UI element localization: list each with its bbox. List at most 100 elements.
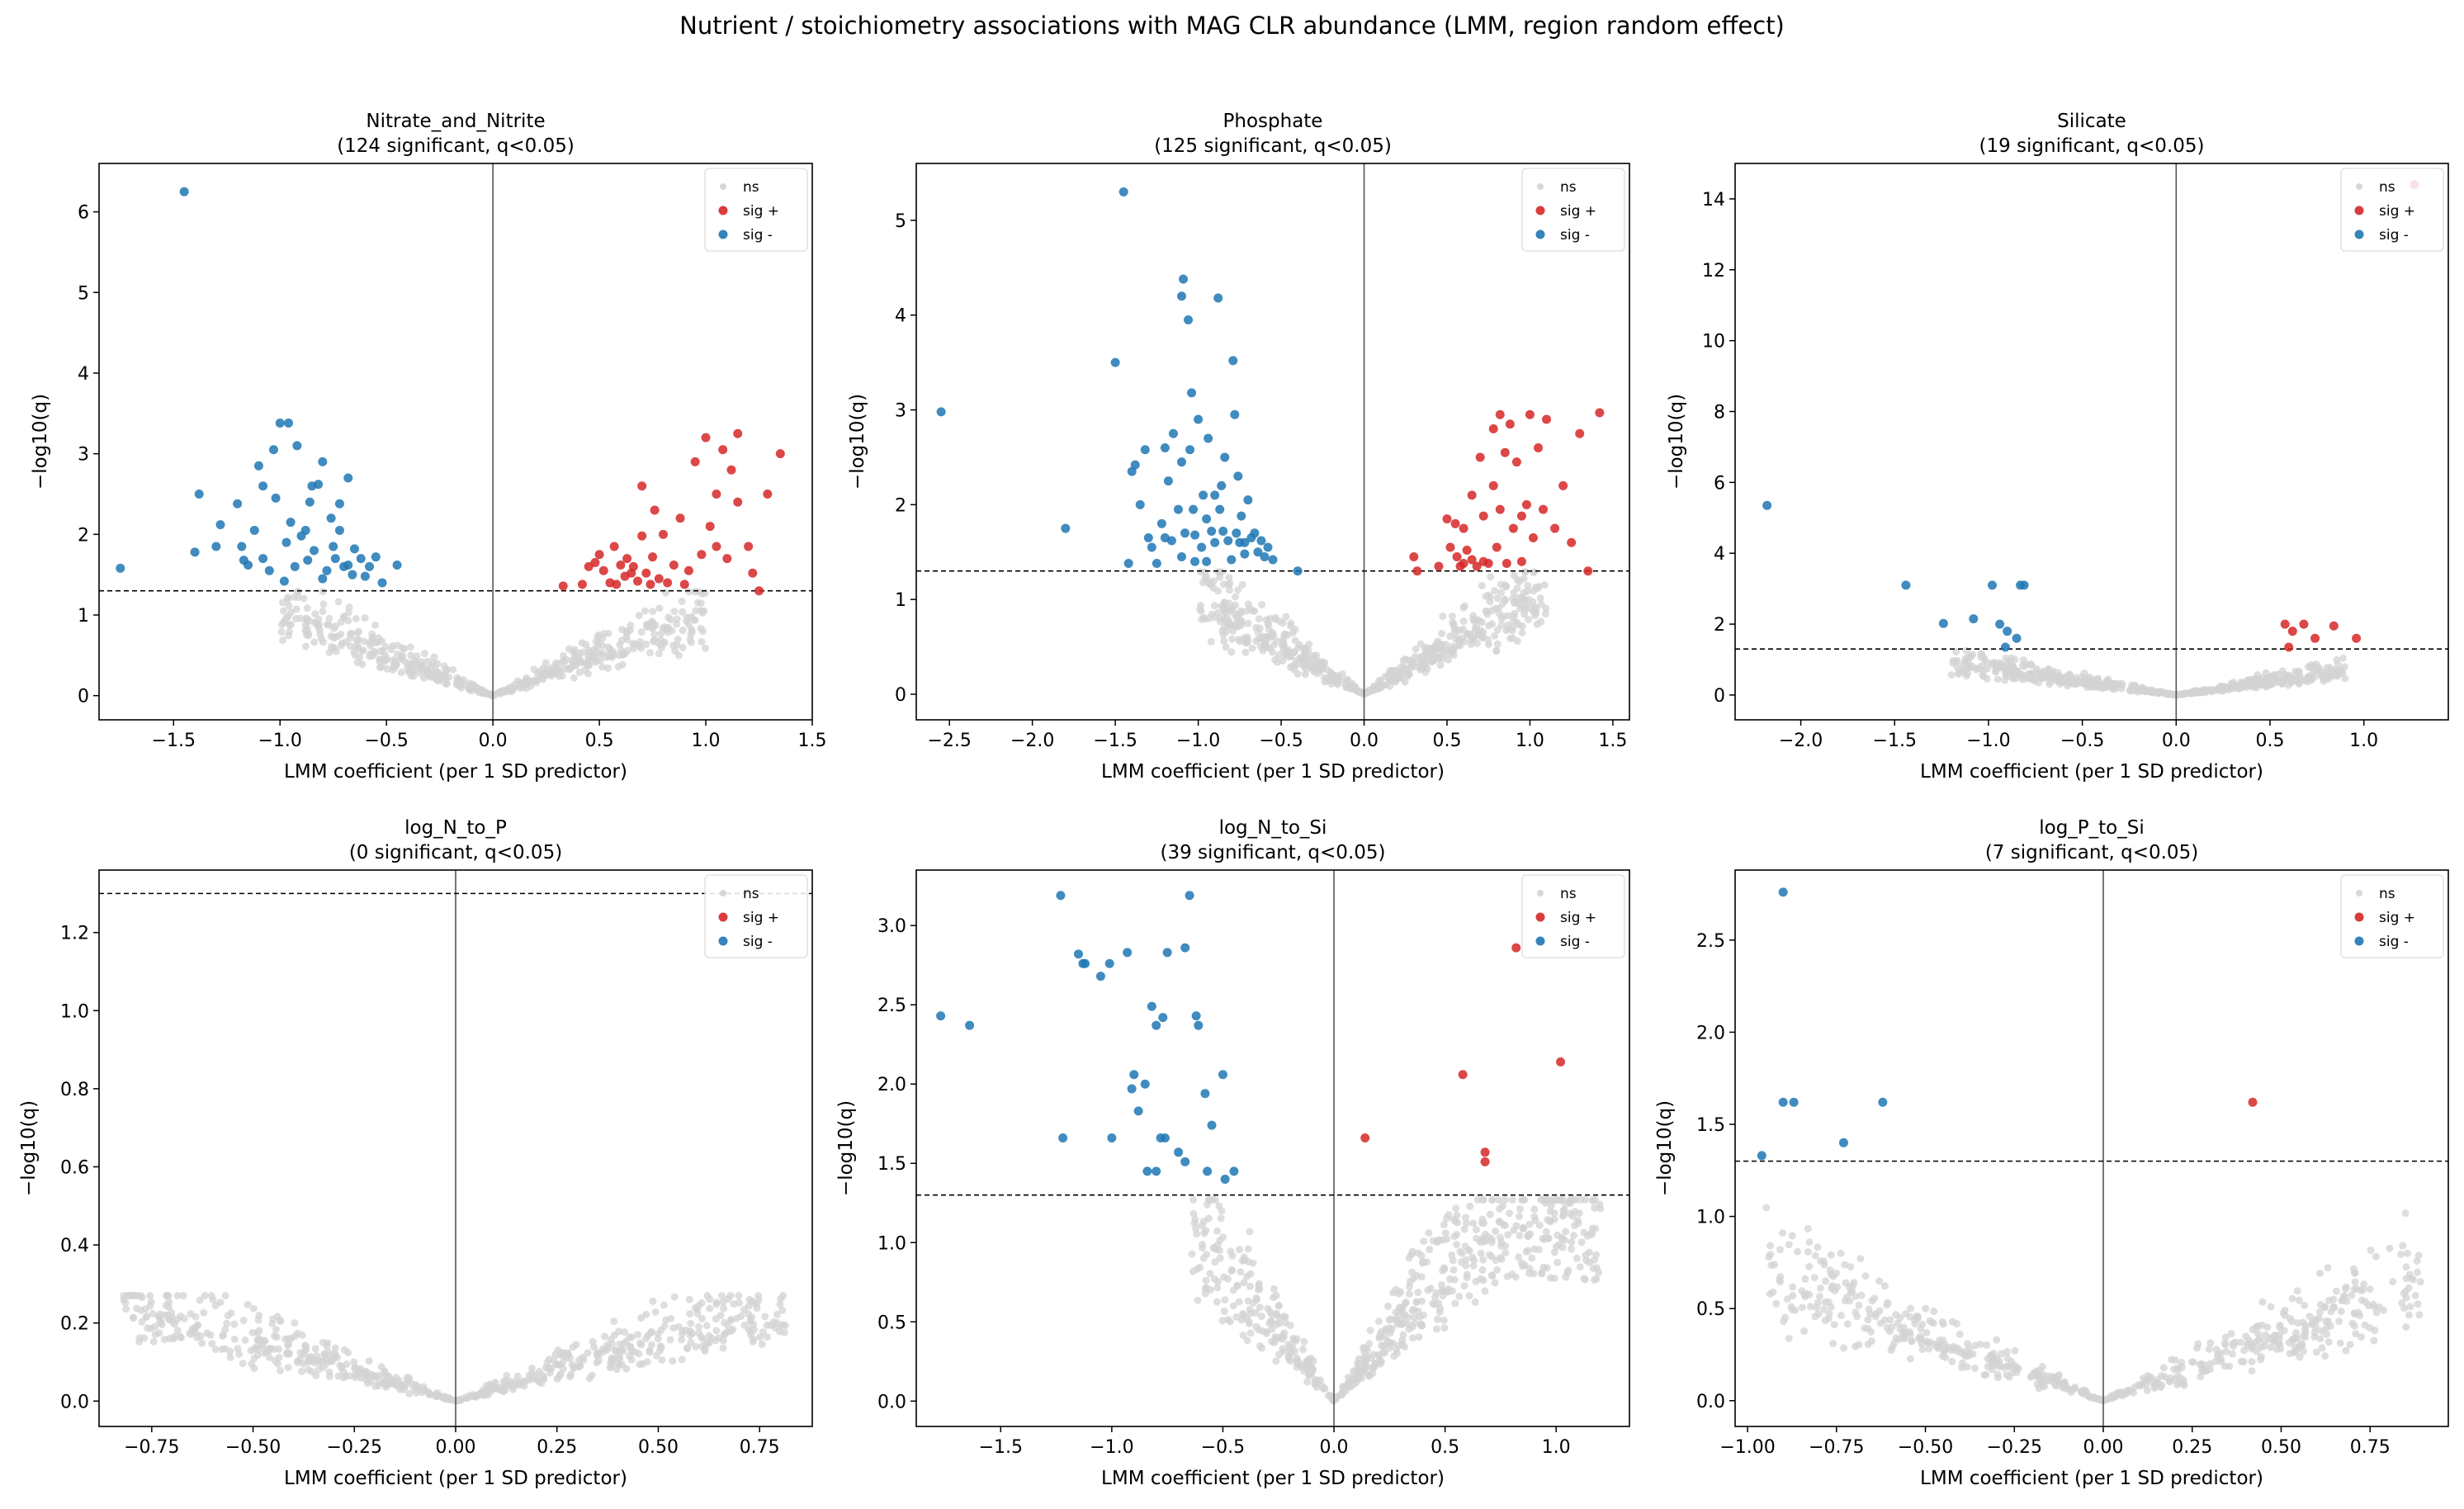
ns-point: [1453, 1241, 1461, 1249]
ns-point: [2353, 1284, 2361, 1293]
ns-point: [1220, 1273, 1228, 1281]
ns-point: [1199, 1254, 1208, 1262]
ns-point: [177, 1334, 185, 1342]
ns-point: [2003, 1348, 2011, 1356]
ns-point: [1424, 1286, 1432, 1294]
ns-point: [1406, 663, 1414, 671]
legend-marker: [2354, 229, 2364, 239]
ns-point: [1199, 1240, 1207, 1248]
ns-point: [712, 1315, 720, 1323]
sig-neg-point: [290, 561, 300, 571]
ns-point: [2129, 683, 2137, 691]
sig-neg-point: [1207, 1120, 1217, 1130]
ns-point: [614, 663, 622, 671]
ns-point: [2050, 1379, 2059, 1388]
sig-pos-point: [2352, 633, 2362, 643]
ns-point: [1938, 1352, 1946, 1360]
ns-point: [1252, 1294, 1260, 1303]
ns-point: [2244, 1340, 2252, 1348]
ns-point: [471, 683, 479, 691]
ns-point: [600, 1332, 608, 1341]
ns-point: [1821, 1277, 1829, 1285]
ns-point: [2171, 1356, 2179, 1365]
x-tick-label: −0.25: [1987, 1437, 2042, 1458]
legend-marker: [1535, 229, 1545, 239]
ns-point: [383, 665, 391, 673]
ns-point: [2361, 1321, 2369, 1329]
ns-point: [327, 642, 335, 650]
ns-point: [1436, 661, 1445, 669]
ns-point: [1918, 1320, 1927, 1328]
ns-point: [325, 1368, 333, 1376]
ns-point: [156, 1310, 164, 1318]
sig-pos-point: [1500, 447, 1510, 457]
ns-point: [122, 1305, 130, 1313]
ns-point: [2312, 1348, 2320, 1356]
ns-point: [1228, 606, 1237, 614]
x-axis-label: LMM coefficient (per 1 SD predictor): [1101, 761, 1445, 783]
ns-point: [1265, 1307, 1274, 1315]
ns-point: [325, 614, 333, 622]
sig-neg-point: [356, 554, 366, 564]
ns-point: [286, 627, 294, 636]
axes-frame: [915, 869, 1630, 1427]
ns-point: [1435, 1299, 1443, 1308]
y-tick-label: 5: [895, 211, 906, 232]
sig-pos-point: [558, 581, 568, 591]
ns-point: [1458, 1249, 1466, 1257]
ns-point: [1213, 1241, 1222, 1249]
ns-point: [310, 638, 319, 646]
sig-neg-point: [1187, 388, 1197, 398]
ns-point: [1249, 607, 1257, 615]
ns-point: [702, 644, 710, 652]
ns-point: [1395, 1341, 1403, 1350]
ns-point: [1814, 1298, 1822, 1307]
ns-point: [666, 616, 674, 624]
ns-point: [693, 598, 702, 607]
ns-point: [1993, 1370, 2002, 1379]
ns-point: [1289, 1343, 1297, 1351]
subplot-subtitle: (124 significant, q<0.05): [337, 135, 575, 157]
ns-point: [149, 1310, 157, 1318]
ns-point: [1460, 1281, 1468, 1289]
ns-point: [155, 1329, 163, 1337]
ns-point: [1234, 622, 1242, 631]
ns-point: [1562, 1228, 1570, 1236]
sig-pos-point: [1521, 499, 1531, 509]
ns-point: [2257, 1353, 2265, 1361]
ns-point: [1469, 1219, 1478, 1228]
sig-neg-point: [1160, 533, 1170, 543]
ns-point: [1886, 1316, 1894, 1324]
ns-point: [1581, 1195, 1589, 1204]
ns-point: [1495, 1195, 1503, 1204]
sig-pos-point: [663, 578, 673, 588]
ns-point: [659, 624, 667, 632]
ns-point: [698, 1314, 706, 1322]
ns-point: [559, 1365, 567, 1373]
ns-point: [2072, 680, 2080, 688]
y-tick-label: 3: [895, 401, 906, 422]
sig-neg-point: [1197, 542, 1207, 552]
ns-point: [338, 1363, 346, 1371]
ns-point: [149, 1337, 158, 1346]
ns-point: [1459, 603, 1468, 612]
ns-point: [2404, 1249, 2412, 1257]
ns-point: [2280, 676, 2288, 684]
ns-point: [1211, 1258, 1219, 1266]
ns-point: [247, 1346, 255, 1355]
ns-point: [1837, 1312, 1846, 1320]
ns-point: [650, 623, 658, 632]
plot-area: [916, 163, 1629, 720]
ns-point: [235, 1350, 244, 1358]
ns-point: [1297, 655, 1305, 664]
ns-point: [773, 1310, 782, 1318]
ns-point: [1395, 1306, 1403, 1314]
ns-point: [660, 1301, 668, 1309]
ns-point: [1830, 1321, 1838, 1329]
ns-point: [2197, 688, 2205, 697]
ns-point: [366, 641, 374, 650]
ns-point: [1227, 1267, 1236, 1275]
ns-point: [669, 641, 677, 650]
ns-point: [1776, 1246, 1785, 1254]
ns-point: [666, 1336, 674, 1344]
